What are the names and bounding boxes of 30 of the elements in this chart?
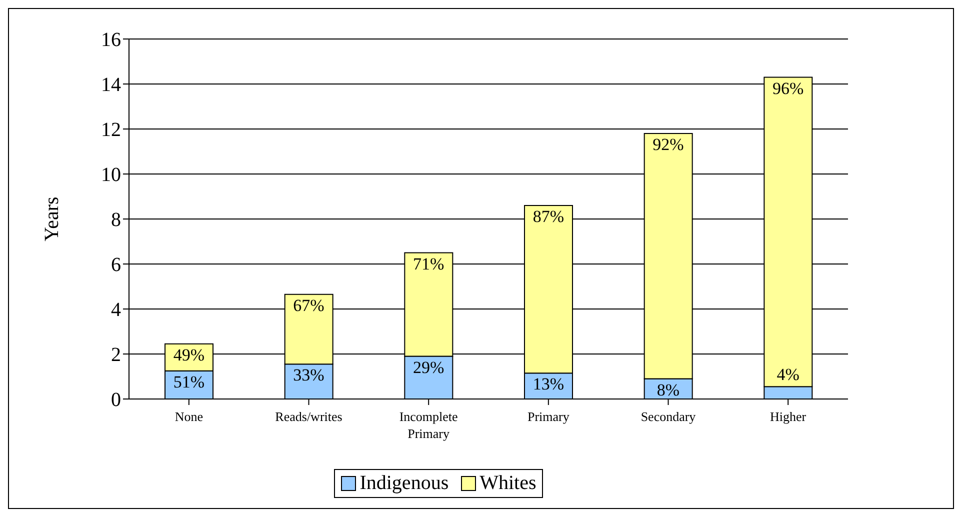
annotation: 96%	[772, 78, 804, 98]
y-tick-label: 14	[101, 74, 121, 96]
annotation: 92%	[652, 135, 684, 154]
annotation: 33%	[293, 366, 324, 385]
y-tick-label: 10	[101, 164, 121, 186]
annotation: 13%	[532, 374, 564, 394]
y-tick-label: 8	[111, 209, 121, 232]
annotation: 8%	[656, 380, 680, 400]
y-tick-label: 6	[111, 254, 121, 276]
x-tick-label: Higher	[770, 409, 807, 424]
y-axis-title: Years	[41, 196, 64, 242]
annotation: 67%	[293, 296, 324, 315]
y-tick-label: 2	[111, 344, 121, 366]
annotation: 49%	[173, 345, 205, 364]
y-tick-label: 0	[111, 389, 121, 412]
annotation: 51%	[173, 372, 205, 392]
legend-label: Whites	[478, 472, 536, 495]
annotation: 71%	[412, 254, 444, 274]
y-tick-label: 16	[101, 29, 121, 52]
x-tick-label: Secondary	[640, 409, 696, 424]
y-tick-label: 4	[111, 299, 121, 322]
x-tick-label: Incomplete Primary	[399, 409, 458, 441]
annotation: 87%	[532, 207, 564, 226]
x-tick-label: None	[174, 409, 204, 424]
x-tick-label: Primary	[527, 409, 570, 424]
legend-label: Indigenous	[358, 472, 449, 495]
annotation: 29%	[412, 358, 444, 377]
y-tick-label: 12	[101, 119, 121, 142]
x-tick-label: Reads/writes	[275, 409, 342, 424]
annotation: 4%	[776, 365, 800, 384]
